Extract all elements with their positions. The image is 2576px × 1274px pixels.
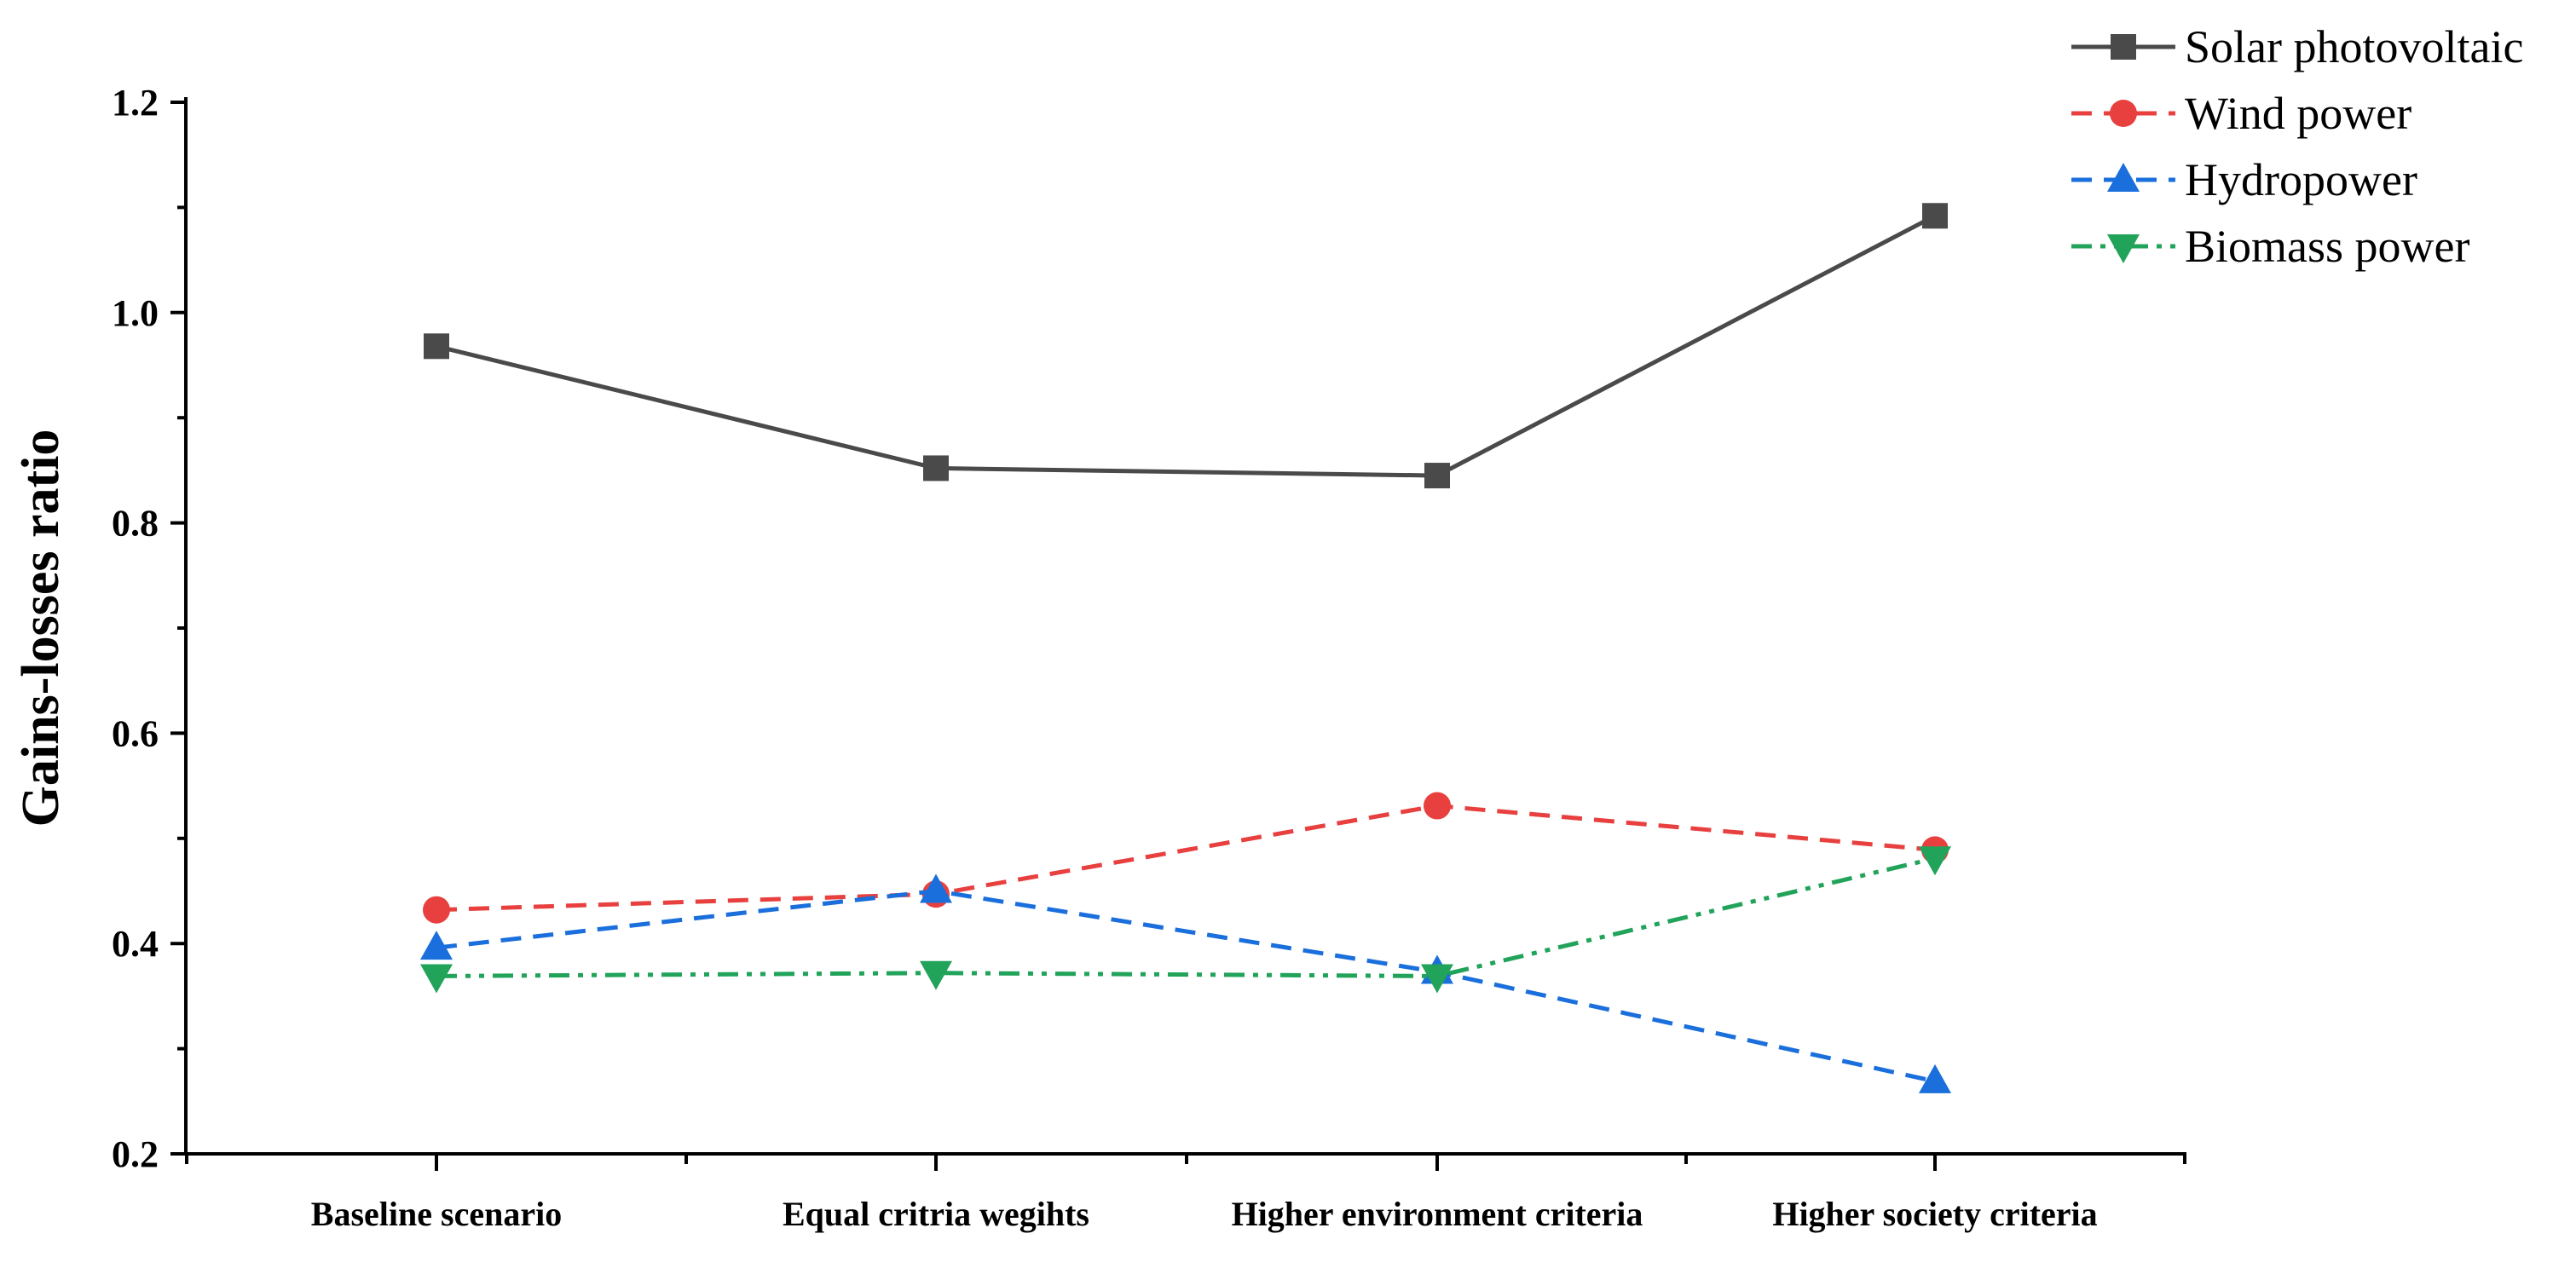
legend-marker xyxy=(2107,163,2140,192)
data-point-marker xyxy=(1919,846,1951,876)
series-wind-power xyxy=(423,792,1949,924)
data-point-marker xyxy=(420,931,453,960)
data-point-marker xyxy=(1421,964,1453,994)
legend-label: Hydropower xyxy=(2185,154,2417,205)
legend-item: Solar photovoltaic xyxy=(2071,21,2523,72)
legend: Solar photovoltaic Wind power Hydropower Bi… xyxy=(2071,21,2523,272)
series-line xyxy=(436,214,1937,478)
series-hydropower xyxy=(420,873,1951,1093)
series-layer xyxy=(420,203,1951,1093)
axes: 0.2 0.4 0.6 0.8 1.0 1.2 Baseline scenario Equal… xyxy=(12,82,2186,1233)
series-solar-photovoltaic xyxy=(424,203,1948,489)
legend-item: Hydropower xyxy=(2071,154,2417,205)
data-point-marker xyxy=(1922,203,1948,229)
legend-item: Biomass power xyxy=(2071,221,2469,272)
x-tick-label: Higher society criteria xyxy=(1772,1195,2097,1233)
legend-item: Wind power xyxy=(2071,88,2411,139)
x-tick-label: Higher environment criteria xyxy=(1232,1195,1643,1233)
legend-label: Solar photovoltaic xyxy=(2185,21,2523,72)
legend-label: Biomass power xyxy=(2185,221,2469,272)
series-line xyxy=(436,888,1936,1084)
series-line xyxy=(436,804,1936,913)
x-tick-label: Equal critria wegihts xyxy=(783,1195,1089,1233)
data-point-marker xyxy=(420,964,453,994)
y-axis-title: Gains-losses ratio xyxy=(12,429,70,827)
series-biomass-power xyxy=(420,846,1951,994)
y-tick-label: 1.2 xyxy=(112,82,159,124)
y-tick-label: 0.2 xyxy=(112,1133,159,1175)
series-line xyxy=(436,856,1936,978)
data-point-marker xyxy=(920,873,952,903)
data-point-marker xyxy=(1424,792,1451,820)
y-tick-label: 0.4 xyxy=(112,923,159,965)
y-tick-label: 1.0 xyxy=(112,292,159,334)
legend-marker xyxy=(2110,100,2137,127)
y-tick-label: 0.6 xyxy=(112,712,159,754)
legend-marker xyxy=(2107,234,2140,263)
data-point-marker xyxy=(923,455,949,481)
legend-label: Wind power xyxy=(2185,88,2411,139)
x-tick-label: Baseline scenario xyxy=(311,1195,562,1233)
data-point-marker xyxy=(1424,463,1450,489)
data-point-marker xyxy=(1919,1064,1951,1093)
data-point-marker xyxy=(424,333,449,360)
data-point-marker xyxy=(423,896,450,924)
legend-marker xyxy=(2111,34,2136,60)
data-point-marker xyxy=(920,960,952,990)
y-tick-label: 0.8 xyxy=(112,503,159,545)
